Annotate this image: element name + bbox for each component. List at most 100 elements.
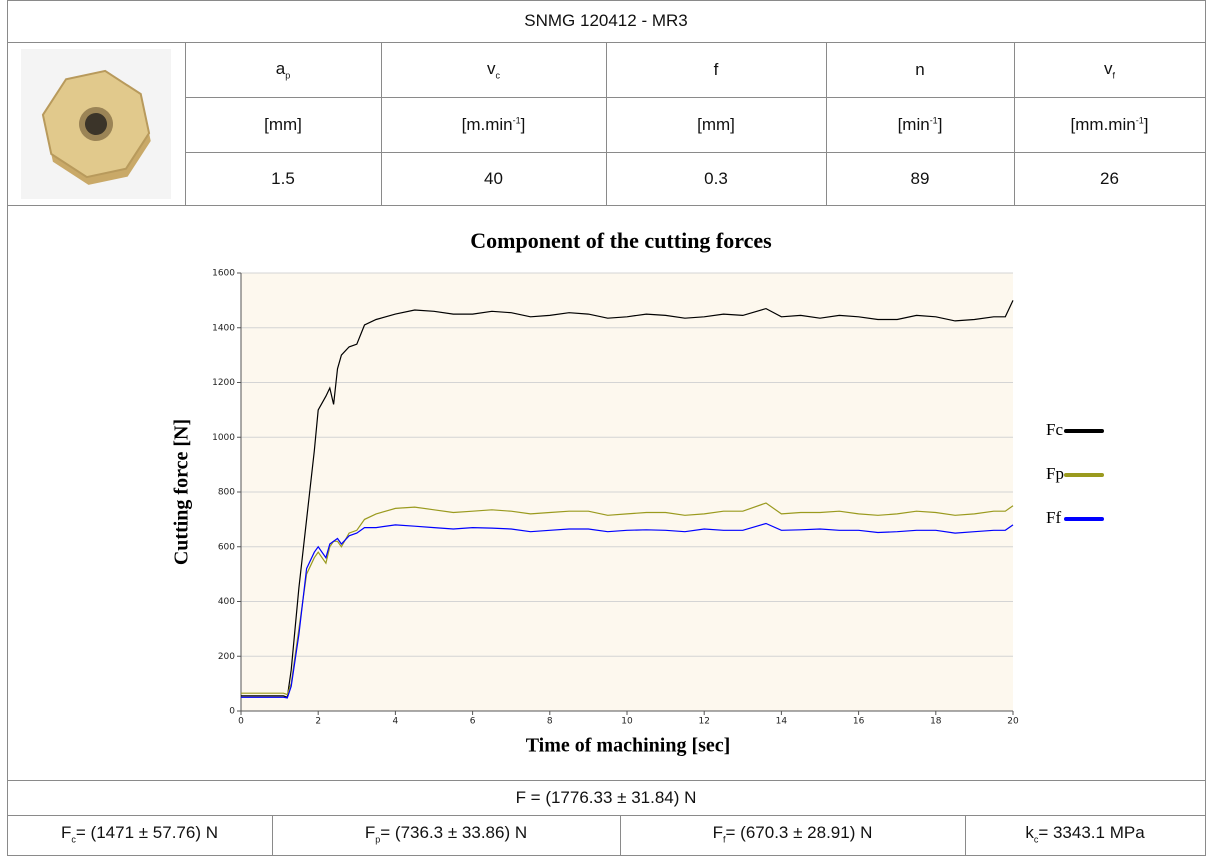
unit-superscript: -1 xyxy=(1135,114,1144,125)
y-tick-label: 1200 xyxy=(212,378,235,388)
x-tick-label: 14 xyxy=(775,716,787,726)
result: Fc= (1471 ± 57.76) N xyxy=(61,823,218,844)
y-axis-title: Cutting force [N] xyxy=(170,418,192,564)
result: kc= 3343.1 MPa xyxy=(1025,823,1144,844)
unit: [m.min-1] xyxy=(462,115,526,135)
y-tick-label: 600 xyxy=(217,542,234,552)
unit-tail: ] xyxy=(520,114,526,134)
symbol-subscript: f xyxy=(1112,70,1115,81)
unit-text: [min xyxy=(897,114,930,134)
y-tick-label: 0 xyxy=(229,706,235,716)
unit-superscript: -1 xyxy=(512,114,521,125)
legend-label: Fc xyxy=(1046,419,1063,438)
unit-text: [mm] xyxy=(697,114,735,134)
y-tick-label: 200 xyxy=(217,651,234,661)
unit-superscript: -1 xyxy=(929,114,938,125)
value-cell: 40 xyxy=(380,151,607,206)
series-line xyxy=(240,299,1014,698)
value: 40 xyxy=(484,168,503,188)
unit-cell: [mm] xyxy=(605,96,827,153)
y-tick-label: 400 xyxy=(217,597,234,607)
x-tick-label: 16 xyxy=(852,716,864,726)
result-symbol: F xyxy=(712,822,724,842)
symbol-letter: v xyxy=(487,58,496,78)
y-tick-label: 1000 xyxy=(212,432,235,442)
result-subscript: f xyxy=(723,833,726,844)
title-cell: SNMG 120412 - MR3 xyxy=(6,0,1206,43)
chart-cell: Component of the cutting forces Time of … xyxy=(6,204,1206,781)
title: SNMG 120412 - MR3 xyxy=(524,11,688,30)
x-tick-label: 0 xyxy=(238,716,244,726)
legend-label: Ff xyxy=(1046,507,1061,526)
symbol-subscript: c xyxy=(495,70,501,81)
result-symbol: F xyxy=(364,822,376,842)
symbol-cell: n xyxy=(825,41,1015,98)
symbol-letter: v xyxy=(1103,58,1113,78)
series-line xyxy=(240,501,1013,695)
chart-title: Component of the cutting forces xyxy=(470,228,772,253)
series-line xyxy=(240,522,1013,699)
result-cell: Fp= (736.3 ± 33.86) N xyxy=(271,814,621,856)
symbol: vf xyxy=(1104,59,1115,80)
result: Ff= (670.3 ± 28.91) N xyxy=(713,823,873,844)
x-tick-label: 20 xyxy=(1007,716,1019,726)
value: 1.5 xyxy=(271,168,295,188)
unit-cell: [mm.min-1] xyxy=(1013,96,1206,153)
result-symbol: k xyxy=(1025,822,1034,842)
x-tick-label: 2 xyxy=(315,716,321,726)
x-axis-title: Time of machining [sec] xyxy=(525,734,730,756)
total-cell: F = (1776.33 ± 31.84) N xyxy=(6,779,1206,816)
value: 89 xyxy=(910,168,930,188)
unit-cell: [m.min-1] xyxy=(380,96,607,153)
result-symbol: F xyxy=(61,822,72,842)
symbol-cell: vc xyxy=(380,41,607,98)
image-cell xyxy=(6,41,186,206)
result-text: = (1471 ± 57.76) N xyxy=(75,822,218,842)
result-subscript: c xyxy=(1033,833,1039,844)
unit: [min-1] xyxy=(898,115,943,135)
legend-label: Fp xyxy=(1046,463,1064,482)
result-subscript: p xyxy=(375,833,381,844)
value-cell: 0.3 xyxy=(605,151,827,206)
symbol-cell: ap xyxy=(184,41,382,98)
insert-image xyxy=(21,48,171,199)
value-cell: 1.5 xyxy=(184,151,382,206)
result-text: = (736.3 ± 33.86) N xyxy=(380,822,528,842)
result-text: = (670.3 ± 28.91) N xyxy=(725,822,873,842)
result: Fp= (736.3 ± 33.86) N xyxy=(365,823,527,844)
symbol: n xyxy=(915,60,924,80)
unit-cell: [mm] xyxy=(184,96,382,153)
symbol-letter: n xyxy=(915,59,925,79)
unit-cell: [min-1] xyxy=(825,96,1015,153)
unit: [mm] xyxy=(264,115,302,135)
result-cell: Fc= (1471 ± 57.76) N xyxy=(6,814,273,856)
unit: [mm.min-1] xyxy=(1071,115,1149,135)
unit-tail: ] xyxy=(937,114,943,134)
unit-tail: ] xyxy=(1143,114,1149,134)
x-tick-label: 4 xyxy=(392,716,398,726)
unit: [mm] xyxy=(697,115,735,135)
x-tick-label: 12 xyxy=(698,716,709,726)
unit-text: [m.min xyxy=(461,114,513,134)
x-tick-label: 6 xyxy=(469,716,475,726)
unit-text: [mm.min xyxy=(1070,114,1136,134)
symbol-letter: a xyxy=(275,58,286,78)
symbol: ap xyxy=(276,59,290,80)
result-subscript: c xyxy=(71,833,76,844)
y-tick-label: 1600 xyxy=(212,268,235,278)
value-cell: 89 xyxy=(825,151,1015,206)
symbol-cell: f xyxy=(605,41,827,98)
total-force: F = (1776.33 ± 31.84) N xyxy=(515,787,697,807)
x-tick-label: 8 xyxy=(546,716,552,726)
symbol-subscript: p xyxy=(285,70,291,81)
y-tick-label: 1400 xyxy=(212,323,235,333)
x-tick-label: 10 xyxy=(621,716,633,726)
result-text: = 3343.1 MPa xyxy=(1038,822,1145,842)
symbol: f xyxy=(714,60,719,80)
unit-text: [mm] xyxy=(264,114,302,134)
symbol-cell: vf xyxy=(1013,41,1206,98)
value: 26 xyxy=(1100,168,1119,188)
chart: Component of the cutting forces Time of … xyxy=(170,228,1104,756)
result-cell: Ff= (670.3 ± 28.91) N xyxy=(619,814,966,856)
